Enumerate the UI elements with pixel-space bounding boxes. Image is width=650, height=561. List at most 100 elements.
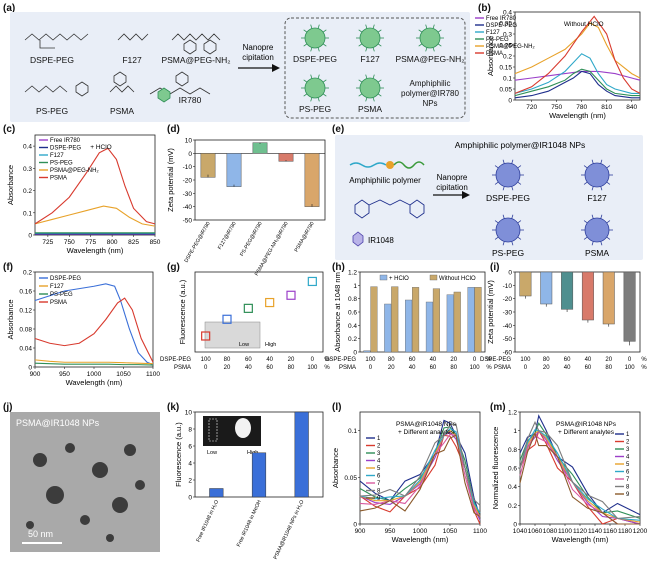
y-axis-label: Fluorescence (a.u.) — [178, 279, 187, 344]
row-value: 60 — [430, 365, 437, 371]
row-value: 40 — [585, 357, 592, 363]
row-value: 60 — [245, 357, 252, 363]
legend-entry: Free IR780 — [486, 16, 517, 22]
label-h: (h) — [332, 262, 345, 273]
legend-entry: 6 — [626, 470, 630, 476]
polymer-head-icon — [386, 161, 394, 169]
chart-b: 0 0.05 0.1 0.15 0.2 0.25 0.3 0.35 0.4 720 750 780 81… — [475, 10, 641, 120]
e-dye-label: IR1048 — [368, 236, 394, 245]
row-value: 0 — [311, 357, 315, 363]
category-label: DSPE-PEG@IR780 — [184, 221, 212, 264]
x-tick-label: 1140 — [588, 528, 602, 535]
bar — [602, 271, 615, 325]
y-tick-label: 0.2 — [23, 270, 32, 277]
row-value: 20 — [605, 357, 612, 363]
e-np-label-dspe-peg: DSPE-PEG — [486, 193, 530, 203]
row-value: 60 — [266, 365, 273, 371]
series-line-3 — [514, 68, 640, 97]
data-point — [222, 314, 232, 324]
row-label: DSPE-PEG — [325, 357, 356, 363]
row-value: 100 — [201, 357, 212, 363]
panel-e-schematic: Amphiphilic polymer@IR1048 NPs Amphiphil… — [335, 135, 643, 260]
bar — [432, 288, 440, 353]
x-tick-label: 1200 — [633, 528, 648, 535]
legend-entry: 9 — [626, 492, 630, 498]
series-line-0 — [359, 419, 481, 517]
y-tick-label: 0 — [188, 495, 192, 502]
polymer-label-psma-peg-nh2: PSMA@PEG-NH₂ — [161, 55, 230, 65]
y-tick-label: 0.6 — [348, 310, 357, 317]
bar — [251, 452, 267, 498]
inset-photo — [203, 416, 261, 446]
row-label: PSMA — [339, 365, 356, 371]
y-tick-label: 10 — [185, 138, 193, 145]
x-tick-label: 1160 — [603, 528, 617, 535]
series-line-2 — [514, 53, 640, 94]
x-tick-label: 1050 — [443, 528, 458, 535]
arrow-label-1: Nanopre — [243, 43, 274, 52]
x-tick-label: 1050 — [116, 371, 131, 378]
row-value: 80 — [224, 357, 231, 363]
series-line-8 — [359, 434, 481, 518]
y-tick-label: 0.04 — [19, 346, 32, 353]
polymer-label-psma: PSMA — [110, 106, 134, 116]
legend-entry: 4 — [626, 455, 630, 461]
y-tick-label: 0.1 — [23, 210, 32, 217]
row-value: 0 — [204, 365, 208, 371]
row-value: 0 — [473, 357, 477, 363]
row-value: 20 — [388, 365, 395, 371]
y-tick-label: -50 — [503, 336, 513, 343]
bar — [412, 287, 420, 353]
y-tick-label: 0.05 — [499, 87, 512, 94]
series-line-5 — [34, 147, 156, 225]
x-tick-label: 720 — [526, 104, 537, 111]
bar — [209, 488, 224, 498]
legend-entry: 8 — [377, 489, 381, 495]
data-point — [286, 290, 296, 300]
legend-entry: 5 — [377, 466, 381, 472]
row-value: 100 — [365, 357, 376, 363]
x-tick-label: 750 — [551, 104, 562, 111]
bar — [363, 350, 371, 353]
legend-entry: 1 — [377, 436, 381, 442]
series-line-6 — [359, 433, 481, 517]
row-value: 40 — [266, 357, 273, 363]
x-tick-label: 725 — [42, 239, 53, 246]
polymer-label-f127: F127 — [122, 55, 142, 65]
x-axis-label: Wavelength (nm) — [392, 535, 449, 544]
x-tick-label: 1100 — [146, 371, 160, 378]
series-line-4 — [34, 205, 156, 227]
legend-entry: PS-PEG — [50, 292, 73, 298]
plot-frame — [194, 271, 324, 353]
legend-entry: + HClO — [389, 276, 409, 282]
data-point — [201, 331, 211, 341]
e-np-label-psma: PSMA — [585, 248, 609, 258]
np-box — [284, 17, 466, 119]
y-tick-label: 8 — [188, 427, 192, 434]
row-label: PSMA — [494, 365, 511, 371]
e-np-label-f127: F127 — [587, 193, 607, 203]
x-tick-label: 840 — [626, 104, 637, 111]
np-sphere-1 — [356, 24, 384, 52]
row-label: DSPE-PEG — [480, 357, 511, 363]
row-label: DSPE-PEG — [160, 357, 191, 363]
inset-glow — [235, 418, 251, 438]
np-caption-1: Amphiphilic — [410, 79, 451, 88]
inset-low: Low — [239, 342, 249, 348]
y-axis-label: Zeta potential (mV) — [486, 280, 495, 344]
row-value: % — [324, 365, 330, 371]
nanoparticle-group — [301, 24, 444, 102]
label-k: (k) — [167, 402, 179, 413]
label-m: (m) — [490, 402, 506, 413]
x-tick-label: 900 — [355, 528, 366, 535]
np-sphere-3 — [301, 74, 329, 102]
y-tick-label: -40 — [503, 323, 513, 330]
y-tick-label: 1 — [513, 428, 517, 435]
row-value: 60 — [564, 357, 571, 363]
category-label: PSMA@IR780 — [294, 221, 316, 253]
y-tick-label: -20 — [503, 296, 513, 303]
y-tick-label: 10 — [185, 410, 193, 417]
bar — [405, 299, 413, 353]
